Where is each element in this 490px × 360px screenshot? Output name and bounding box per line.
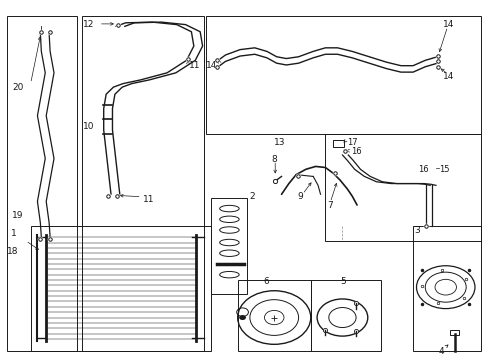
Text: 15: 15: [439, 165, 449, 174]
Text: 5: 5: [340, 277, 346, 286]
Text: 20: 20: [12, 83, 24, 92]
Text: 12: 12: [83, 20, 95, 29]
FancyBboxPatch shape: [450, 330, 460, 335]
Text: 4: 4: [439, 347, 444, 356]
Text: 14: 14: [443, 20, 454, 29]
Text: 1: 1: [11, 229, 17, 238]
Text: 9: 9: [297, 192, 303, 201]
Text: 3: 3: [415, 225, 420, 234]
Circle shape: [239, 315, 246, 320]
Text: 16: 16: [418, 165, 429, 174]
Text: 17: 17: [347, 138, 358, 147]
Text: 2: 2: [249, 192, 254, 201]
Text: 19: 19: [12, 211, 24, 220]
Text: 10: 10: [83, 122, 95, 131]
Text: 13: 13: [274, 138, 286, 147]
Text: 18: 18: [7, 247, 19, 256]
Text: 16: 16: [351, 147, 361, 156]
Text: 11: 11: [143, 195, 154, 204]
Text: 6: 6: [264, 277, 270, 286]
Text: 8: 8: [272, 155, 277, 164]
Text: 11: 11: [189, 61, 200, 70]
Text: 14: 14: [206, 61, 218, 70]
Text: 14: 14: [443, 72, 454, 81]
Text: 7: 7: [327, 201, 333, 210]
